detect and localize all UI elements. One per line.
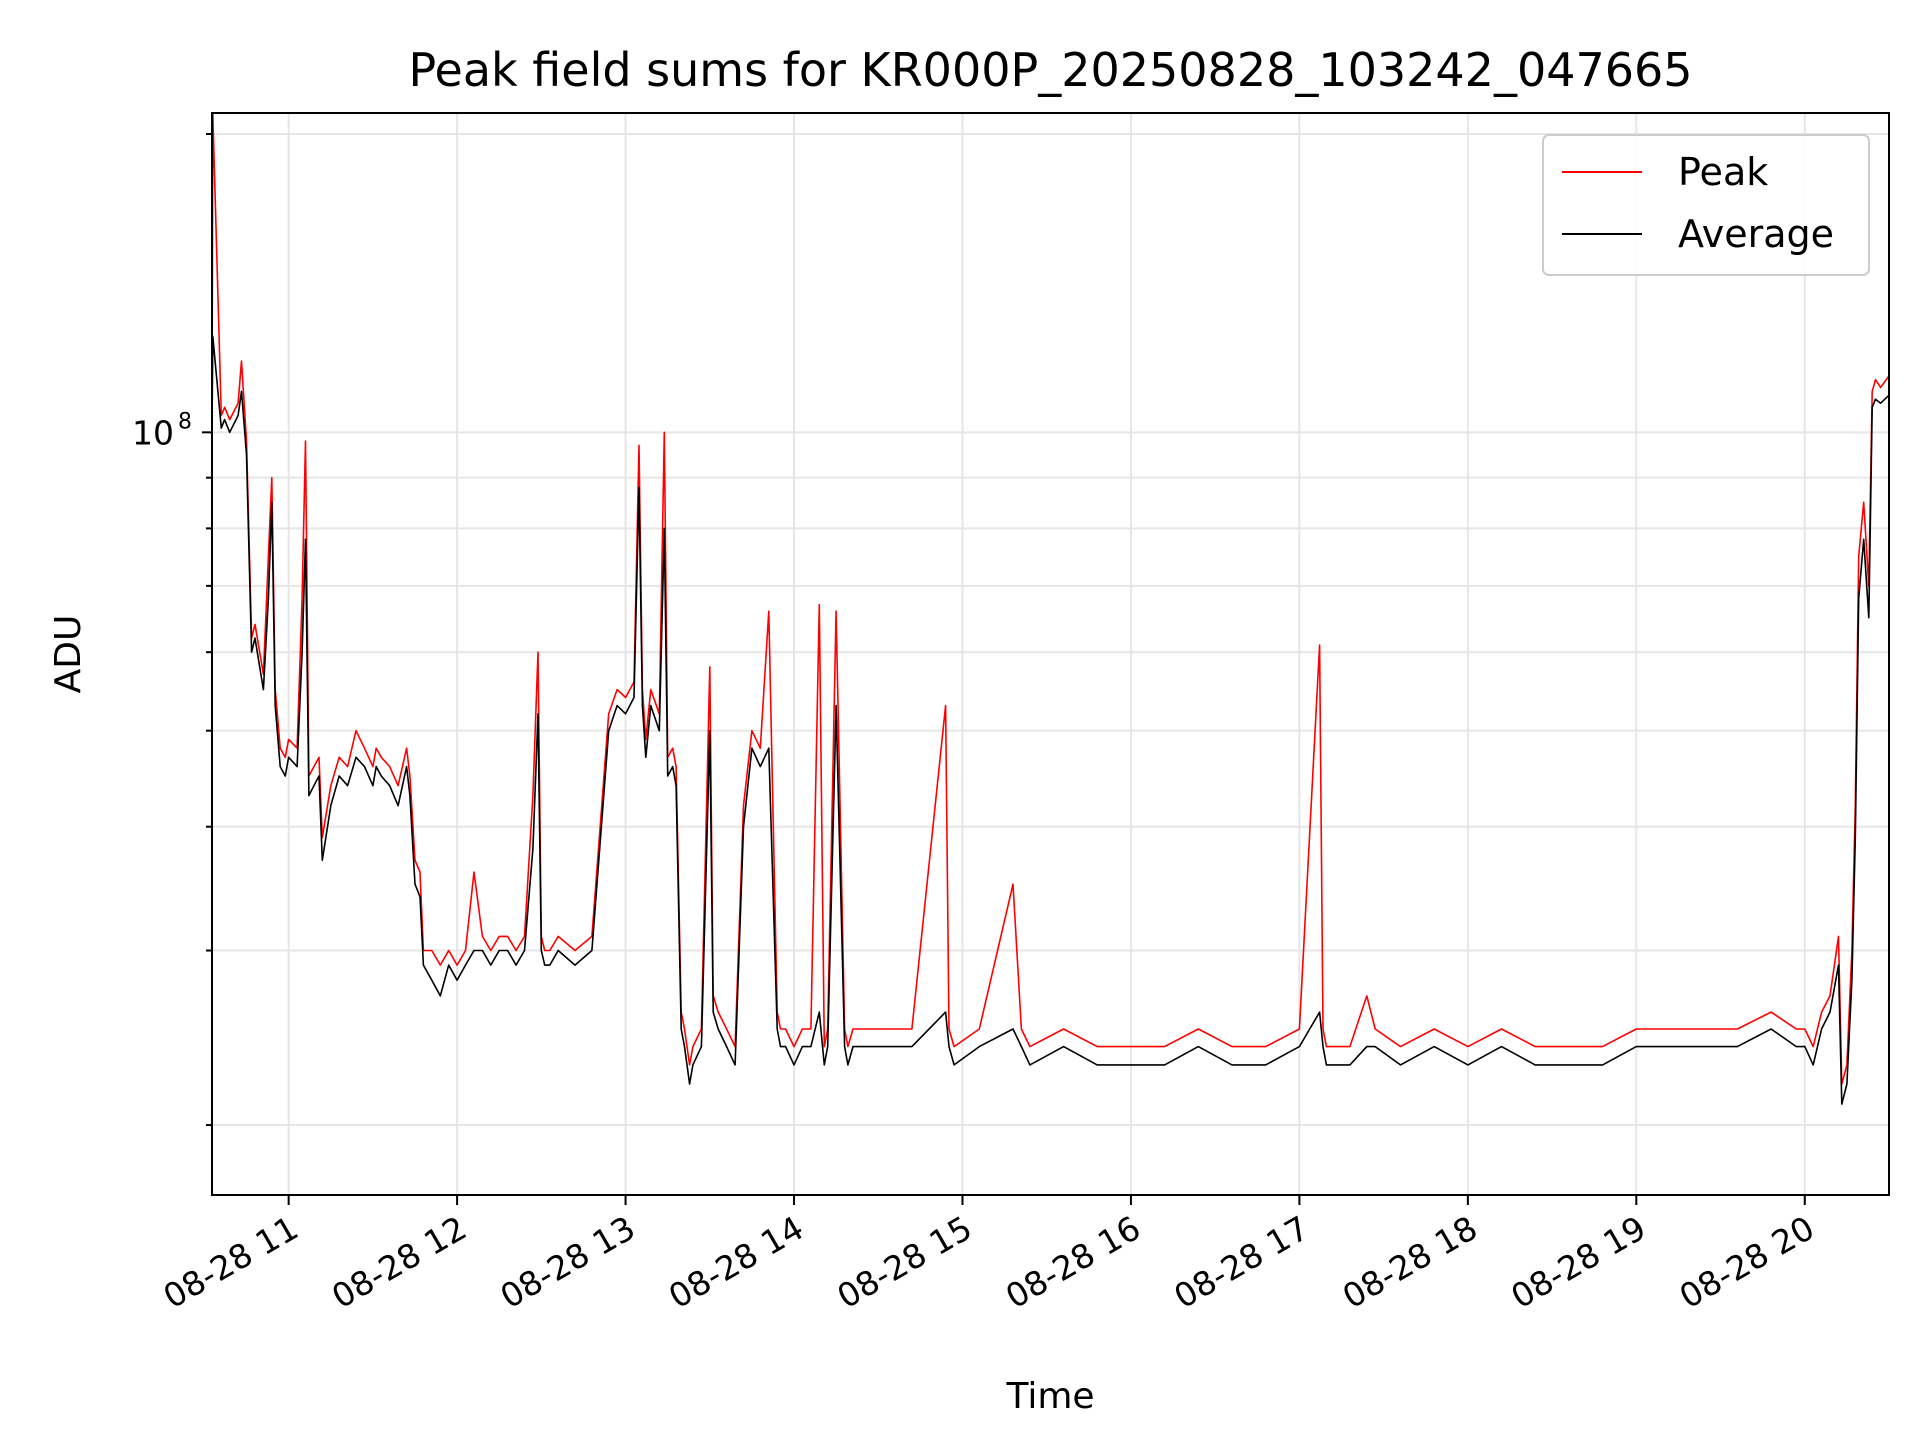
chart-title: Peak field sums for KR000P_20250828_1032… <box>408 43 1692 97</box>
y-tick-label-exponent: 8 <box>178 409 192 434</box>
legend-label-average: Average <box>1678 212 1834 256</box>
legend-label-peak: Peak <box>1678 150 1768 194</box>
plot-area <box>212 113 1889 1105</box>
y-tick-label: 10 <box>132 413 174 452</box>
series-line-peak <box>212 113 1889 1085</box>
legend: Peak Average <box>1542 134 1870 276</box>
y-axis-label: ADU <box>48 615 89 694</box>
x-axis-label: Time <box>1005 1376 1094 1417</box>
legend-box <box>1542 134 1870 276</box>
y-axis: 10 8 <box>132 132 212 1127</box>
grid <box>212 113 1889 1195</box>
axes-frame <box>211 112 1890 1196</box>
series-line-average <box>212 335 1889 1105</box>
